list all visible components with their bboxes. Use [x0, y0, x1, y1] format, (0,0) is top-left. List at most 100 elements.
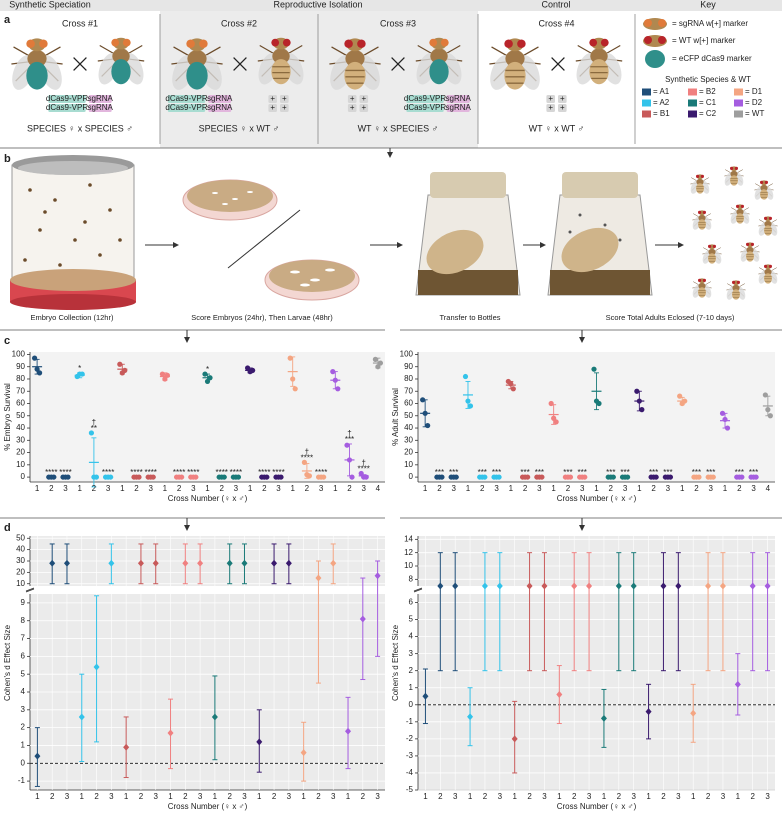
replicate-point — [93, 474, 99, 480]
panel-label: d — [4, 522, 11, 534]
genotype-box — [406, 104, 444, 112]
replicate-point — [508, 381, 514, 387]
x-tick-label: 1 — [680, 484, 685, 493]
effect-size-marker — [93, 663, 100, 671]
x-tick-label: 1 — [509, 484, 514, 493]
x-tick-label: 2 — [183, 792, 188, 801]
y-tick-label: 0 — [21, 472, 26, 481]
x-tick-label: 3 — [106, 484, 111, 493]
y-tick-label: 10 — [404, 561, 413, 570]
replicate-point — [377, 360, 383, 366]
significance-label: **** — [59, 468, 71, 477]
effect-size-marker — [645, 708, 652, 716]
x-axis-title: Cross Number (♀ x ♂) — [557, 802, 637, 811]
replicate-point — [553, 419, 559, 425]
x-tick-label: 2 — [438, 792, 443, 801]
genotype-box — [280, 104, 289, 112]
y-tick-label: 20 — [16, 448, 25, 457]
x-tick-label: 1 — [163, 484, 168, 493]
y-tick-label: 9 — [21, 598, 26, 607]
x-tick-label: 3 — [191, 484, 196, 493]
x-tick-label: 2 — [572, 792, 577, 801]
replicate-point — [710, 474, 716, 480]
replicate-point — [739, 474, 745, 480]
x-tick-label: 3 — [721, 792, 726, 801]
embryo-collection-cage — [10, 155, 136, 310]
replicate-point — [677, 393, 683, 399]
y-tick-label: 1 — [21, 741, 26, 750]
x-tick-label: 3 — [319, 484, 324, 493]
key-marker-label: = sgRNA w[+] marker — [672, 19, 748, 28]
significance-label: **** — [187, 468, 199, 477]
x-axis-title: Cross Number (♀ x ♂) — [557, 494, 637, 503]
effect-size-marker — [719, 582, 726, 590]
step-label: Embryo Collection (12hr) — [31, 313, 114, 322]
genotype-box — [268, 95, 277, 103]
replicate-point — [150, 474, 156, 480]
cross-title: Cross #4 — [538, 18, 574, 28]
replicate-point — [332, 377, 338, 383]
x-tick-label: 1 — [290, 484, 295, 493]
significance-label: *** — [563, 468, 572, 477]
genotype-text: + — [548, 94, 553, 103]
genotype-box — [88, 104, 112, 112]
x-tick-label: 1 — [468, 792, 473, 801]
x-tick-label: 1 — [333, 484, 338, 493]
x-tick-label: 2 — [694, 484, 699, 493]
x-tick-label: 1 — [346, 792, 351, 801]
y-tick-label: 20 — [404, 448, 413, 457]
legend-swatch — [734, 99, 743, 107]
replicate-point — [159, 371, 165, 377]
genotype-box — [88, 95, 112, 103]
legend-swatch — [734, 110, 743, 118]
y-tick-label: 5 — [409, 615, 414, 624]
x-tick-label: 1 — [124, 792, 129, 801]
y-tick-label: -2 — [406, 734, 414, 743]
significance-label: *** — [749, 468, 758, 477]
replicate-point — [290, 376, 296, 382]
x-tick-label: 3 — [751, 484, 756, 493]
genotype-box — [406, 95, 444, 103]
replicate-point — [372, 356, 378, 362]
section-title: Reproductive Isolation — [273, 0, 362, 9]
effect-size-marker — [600, 714, 607, 722]
replicate-point — [510, 386, 516, 392]
axis-break — [413, 587, 423, 593]
y-tick-label: 100 — [12, 350, 26, 359]
genotype-box — [280, 95, 289, 103]
x-tick-label: 1 — [637, 484, 642, 493]
x-tick-label: 3 — [498, 792, 503, 801]
replicate-point — [420, 397, 426, 403]
genotype-text: + — [270, 103, 275, 112]
x-tick-label: 2 — [347, 484, 352, 493]
panel-label: a — [4, 14, 11, 26]
step-label: Score Embryos (24hr), Then Larvae (48hr) — [191, 313, 333, 322]
y-tick-label: 4 — [21, 687, 26, 696]
replicate-point — [37, 370, 43, 376]
replicate-point — [719, 410, 726, 416]
x-tick-label: 2 — [651, 484, 656, 493]
legend-label: = D2 — [745, 98, 763, 107]
replicate-point — [358, 470, 364, 477]
significance-label: *** — [735, 468, 744, 477]
section-title: Synthetic Speciation — [9, 0, 91, 9]
dagger-label: † — [347, 429, 351, 438]
effect-size-marker — [211, 713, 218, 721]
x-tick-label: 2 — [609, 484, 614, 493]
replicate-point — [639, 407, 645, 413]
replicate-point — [221, 474, 227, 480]
column-dividers — [159, 14, 636, 144]
x-tick-label: 2 — [139, 792, 144, 801]
effect-size-marker — [271, 559, 278, 567]
effect-size-marker — [359, 615, 366, 623]
key-marker-label: = WT w[+] marker — [672, 36, 736, 45]
y-axis-title: Cohen's d Effect Size — [391, 624, 400, 701]
significance-label: *** — [706, 468, 715, 477]
y-tick-label: 12 — [404, 548, 413, 557]
effect-size-marker — [315, 574, 322, 582]
replicate-point — [439, 474, 445, 480]
genotype-text: + — [350, 103, 355, 112]
legend-swatch — [688, 110, 697, 118]
significance-label: *** — [345, 435, 354, 444]
replicate-point — [363, 474, 369, 480]
